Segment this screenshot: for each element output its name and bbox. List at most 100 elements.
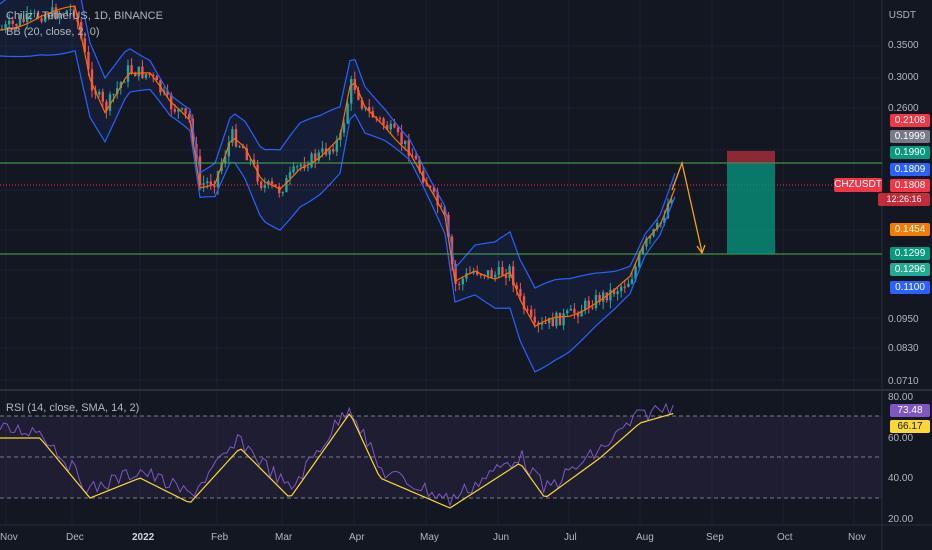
candle-body [425, 182, 428, 187]
candle-body [551, 317, 554, 327]
price-scale-currency: USDT [888, 10, 916, 21]
candle-body [238, 146, 241, 148]
candle-body [141, 66, 144, 78]
candle-body [126, 65, 130, 82]
candle-body [306, 167, 310, 169]
candle-body [130, 65, 133, 74]
candle-body [245, 148, 248, 161]
candle-body [537, 322, 540, 325]
candle-body [119, 82, 122, 89]
rsi-axis-label: 80.00 [888, 392, 914, 403]
candle-body [584, 300, 587, 311]
candle-body [281, 192, 284, 194]
time-axis-label: May [420, 532, 439, 543]
candle-body [101, 91, 104, 102]
symbol-legend[interactable]: Chiliz / TetherUS, 1D, BINANCE [6, 10, 163, 22]
candle-body [627, 283, 630, 287]
candle-body [656, 223, 659, 230]
candle-body [504, 275, 508, 278]
candle-body [407, 140, 410, 156]
price-tag-entry: 0.1990 [890, 146, 930, 159]
candle-body [569, 308, 572, 311]
candle-body [670, 199, 673, 204]
rsi-line [0, 402, 674, 508]
candle-body [602, 292, 605, 302]
candle-body [188, 113, 191, 119]
candle-body [458, 283, 461, 285]
candle-body [116, 88, 119, 95]
candle-body [396, 127, 400, 133]
candle-body [137, 66, 140, 77]
projection-arrowhead [696, 244, 706, 255]
candle-body [4, 24, 7, 30]
bb-lower-line [0, 49, 676, 373]
bollinger-bands-legend[interactable]: BB (20, close, 2, 0) [6, 26, 100, 38]
price-tag-bb-upper: 0.1999 [890, 130, 930, 143]
candle-body [72, 9, 76, 17]
rsi-axis-label: 60.00 [888, 433, 914, 444]
symbol-price-tag: CHZUSDT [834, 178, 882, 192]
candle-body [98, 91, 101, 95]
candle-body [83, 38, 86, 53]
candle-body [533, 316, 536, 323]
candle-body [148, 74, 151, 76]
price-axis-label: 0.0950 [888, 314, 919, 325]
candle-body [382, 118, 385, 125]
candle-body [274, 184, 277, 187]
candle-body [54, 7, 58, 19]
candle-body [555, 312, 558, 327]
candle-body [630, 279, 634, 284]
candle-body [501, 266, 504, 276]
candle-body [623, 286, 626, 288]
rsi-axis-label: 20.00 [888, 514, 914, 525]
time-axis-label: Sep [706, 532, 724, 543]
bb-basis-line [0, 5, 676, 328]
time-axis-label: Oct [777, 532, 793, 543]
time-axis-label: Mar [275, 532, 293, 543]
candle-body [90, 69, 94, 91]
candle-body [296, 166, 299, 168]
time-axis-label: Jul [564, 532, 577, 543]
candle-body [105, 101, 108, 111]
candle-body [389, 123, 392, 130]
candle-body [40, 18, 43, 22]
candle-body [249, 159, 252, 161]
candle-body [112, 94, 115, 96]
candle-body [357, 90, 360, 100]
candle-body [216, 171, 220, 188]
time-axis-label: Jun [493, 532, 510, 543]
candle-body [580, 310, 583, 317]
candle-body [184, 108, 187, 114]
price-axis-label: 0.3000 [888, 72, 919, 83]
candle-body [299, 164, 302, 167]
rsi-legend[interactable]: RSI (14, close, SMA, 14, 2) [6, 402, 140, 414]
candle-body [62, 13, 65, 15]
candle-body [616, 291, 619, 295]
candle-body [436, 191, 439, 206]
candle-body [440, 205, 443, 207]
bar-countdown-timer: 12:26:16 [878, 193, 930, 206]
candle-body [8, 20, 11, 25]
candle-body [278, 186, 281, 194]
candle-body [350, 78, 353, 104]
candle-body [605, 292, 608, 301]
candle-body [155, 76, 158, 81]
candle-body [267, 180, 270, 185]
candle-body [22, 18, 25, 22]
candle-body [177, 109, 180, 112]
candle-body [29, 13, 32, 15]
take-profit-zone [727, 163, 775, 254]
candle-body [328, 148, 331, 155]
candle-body [263, 184, 266, 188]
price-axis-label: 0.0830 [888, 343, 919, 354]
candle-body [634, 266, 637, 280]
candle-body [461, 278, 464, 285]
candle-body [429, 186, 432, 188]
rsi-ma-line [0, 412, 674, 509]
candle-body [332, 148, 335, 152]
candle-body [418, 159, 421, 172]
candle-body [180, 108, 184, 110]
candle-body [414, 155, 418, 160]
candle-body [242, 146, 245, 149]
